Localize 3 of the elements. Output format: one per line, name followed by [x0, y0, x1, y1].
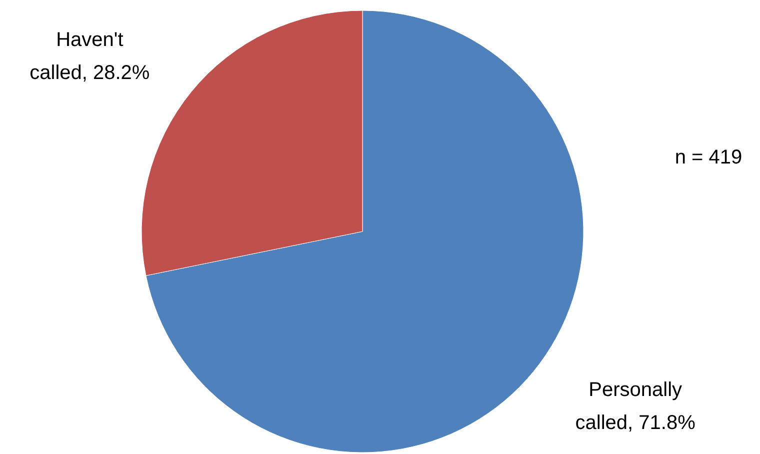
slice-label: Personally called, 71.8% [575, 379, 696, 434]
text: n = 419 [674, 146, 742, 168]
slice-label: Haven't called, 28.2% [30, 28, 150, 84]
